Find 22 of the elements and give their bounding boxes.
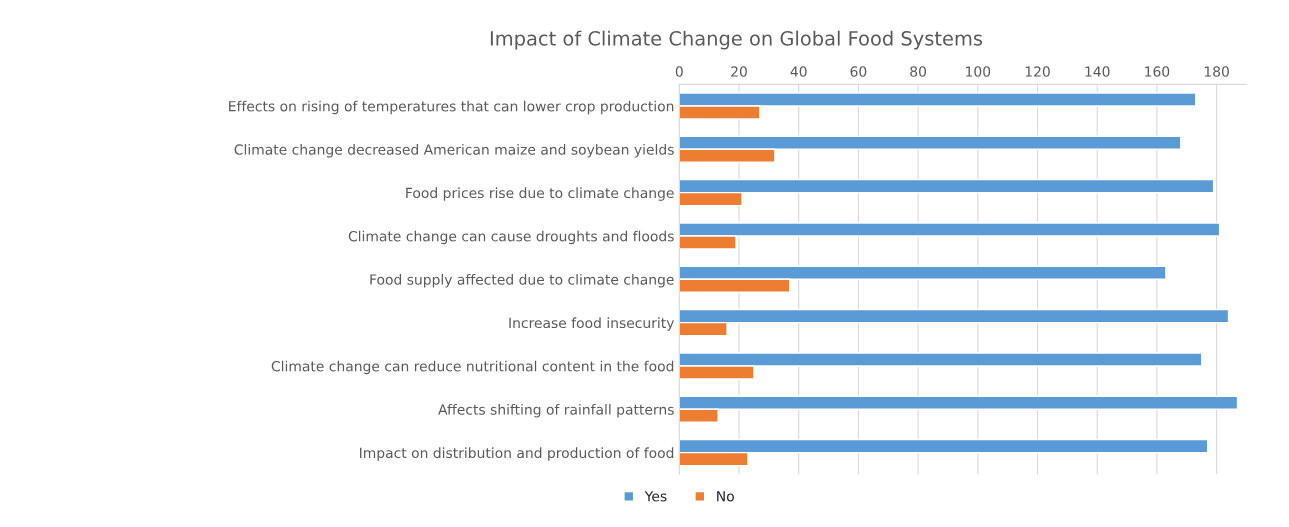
y-tick-label: Impact on distribution and production of food: [360, 447, 674, 461]
y-tick-label: Food supply affected due to climate change: [370, 274, 674, 288]
chart-title: Impact of Climate Change on Global Food Systems: [490, 30, 983, 50]
y-tick-label: Food prices rise due to climate change: [406, 187, 674, 201]
x-tick-label: 0: [675, 66, 683, 77]
y-tick-label: Affects shifting of rainfall patterns: [438, 404, 674, 418]
x-tick-label: 180: [1204, 66, 1229, 77]
x-tick-label: 100: [966, 66, 991, 77]
y-tick-label: Climate change decreased American maize and soybean yields: [234, 144, 674, 158]
y-tick-label: Increase food insecurity: [509, 317, 675, 331]
x-tick-label: 140: [1085, 66, 1110, 77]
legend-label: No: [717, 491, 734, 502]
x-tick-label: 20: [731, 66, 747, 77]
x-tick-label: 60: [850, 66, 867, 77]
x-tick-label: 80: [910, 66, 927, 77]
y-tick-label: Climate change can reduce nutritional content in the food: [271, 360, 674, 375]
x-tick-label: 40: [790, 66, 807, 77]
y-tick-label: Effects on rising of temperatures that can lower crop production: [229, 100, 674, 115]
x-tick-label: 160: [1145, 66, 1170, 77]
legend-label: Yes: [644, 491, 667, 502]
y-tick-label: Climate change can cause droughts and floods: [348, 230, 674, 245]
x-tick-label: 120: [1025, 66, 1050, 77]
